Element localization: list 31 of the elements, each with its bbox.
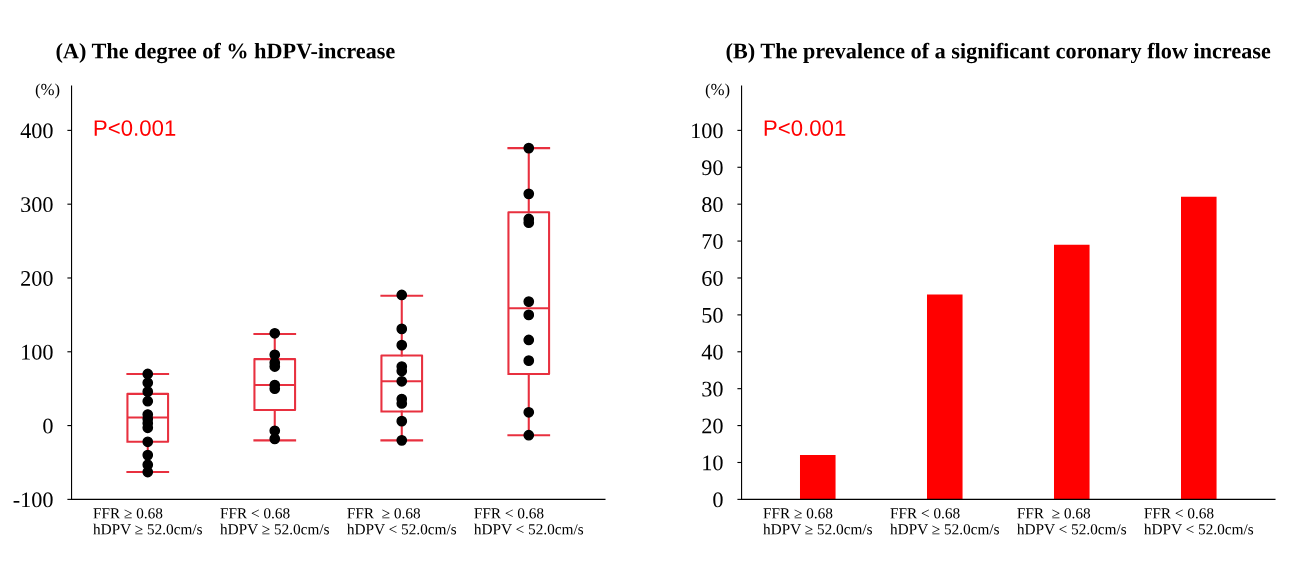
- y-tick-label: 90: [702, 160, 723, 176]
- y-tick-label: 50: [702, 307, 723, 323]
- x-tick-label: FFR < 0.68 hDPV ≥ 52.0cm/s: [890, 508, 999, 535]
- y-tick-label: 40: [701, 344, 723, 360]
- y-tick-label: 400: [20, 123, 53, 139]
- y-tick-label: 10: [703, 455, 723, 471]
- x-tick-label: FFR ≥ 0.68 hDPV < 52.0cm/s: [347, 508, 457, 535]
- annotation: P<0.001: [764, 120, 846, 136]
- y-tick-label: 300: [21, 197, 53, 213]
- y-tick-label: 200: [21, 270, 53, 286]
- y-tick-label: 60: [702, 270, 723, 286]
- y-tick-label: -100: [13, 492, 53, 508]
- x-tick-label: FFR < 0.68 hDPV < 52.0cm/s: [1144, 508, 1254, 535]
- chart-title: (A) The degree of % hDPV-increase: [56, 42, 395, 64]
- y-axis-title: (%): [705, 83, 730, 99]
- y-tick-label: 0: [43, 418, 53, 434]
- y-axis-title: (%): [35, 83, 60, 99]
- y-tick-label: 20: [702, 418, 723, 434]
- x-tick-label: FFR ≥ 0.68 hDPV ≥ 52.0cm/s: [763, 508, 872, 535]
- x-tick-label: FFR ≥ 0.68 hDPV < 52.0cm/s: [1017, 508, 1127, 535]
- x-tick-label: FFR < 0.68 hDPV ≥ 52.0cm/s: [220, 508, 329, 535]
- y-tick-label: 100: [692, 123, 723, 139]
- y-tick-label: 0: [713, 492, 723, 508]
- x-tick-label: FFR < 0.68 hDPV < 52.0cm/s: [474, 508, 584, 535]
- annotation: P<0.001: [94, 120, 176, 136]
- x-tick-label: FFR ≥ 0.68 hDPV ≥ 52.0cm/s: [93, 508, 202, 535]
- y-tick-label: 70: [702, 234, 723, 250]
- y-tick-label: 80: [702, 197, 723, 213]
- chart-title: (B) The prevalence of a significant coronary flow increase: [726, 42, 1271, 64]
- y-tick-label: 100: [22, 344, 53, 360]
- y-tick-label: 30: [702, 381, 723, 397]
